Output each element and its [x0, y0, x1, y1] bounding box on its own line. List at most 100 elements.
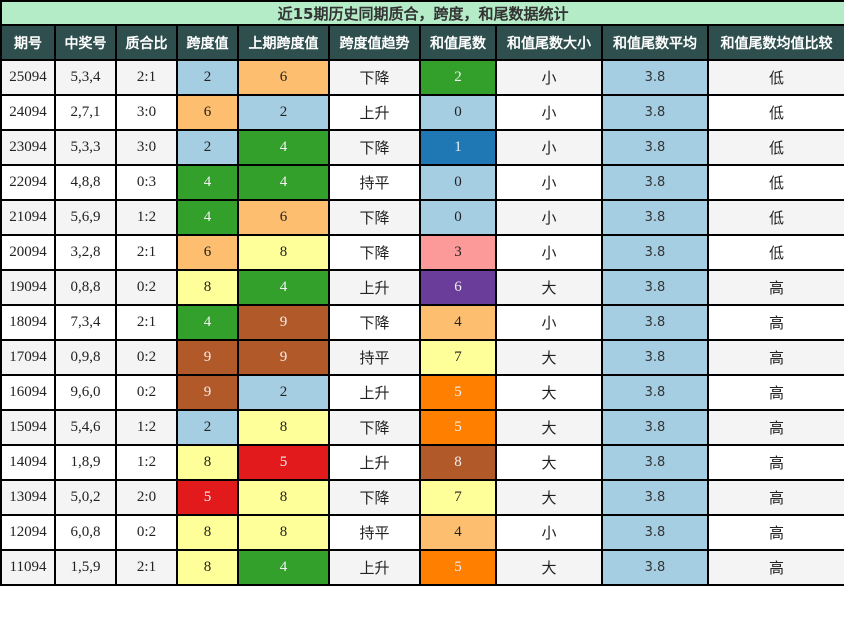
tail-size-cell: 小 — [495, 199, 603, 236]
ratio-cell: 0:2 — [115, 374, 178, 411]
trend-cell: 持平 — [328, 339, 421, 376]
period-cell: 17094 — [0, 339, 56, 376]
ratio-cell: 2:1 — [115, 234, 178, 271]
column-header: 跨度值 — [176, 24, 239, 61]
tail-size-cell: 大 — [495, 374, 603, 411]
period-cell: 13094 — [0, 479, 56, 516]
numbers-cell: 5,4,6 — [54, 409, 117, 446]
ratio-cell: 2:1 — [115, 59, 178, 96]
tail-cell: 2 — [419, 59, 497, 96]
compare-cell: 高 — [706, 549, 844, 586]
table-row: 22094 4,8,8 0:3 4 4 持平 0 小 3.8 低 — [0, 164, 844, 201]
period-cell: 18094 — [0, 304, 56, 341]
table-row: 14094 1,8,9 1:2 8 5 上升 8 大 3.8 高 — [0, 444, 844, 481]
column-header: 和值尾数大小 — [495, 24, 603, 61]
tail-cell: 8 — [419, 444, 497, 481]
tail-avg-cell: 3.8 — [601, 164, 709, 201]
tail-cell: 0 — [419, 199, 497, 236]
table-row: 19094 0,8,8 0:2 8 4 上升 6 大 3.8 高 — [0, 269, 844, 306]
table-row: 13094 5,0,2 2:0 5 8 下降 7 大 3.8 高 — [0, 479, 844, 516]
prev-span-cell: 4 — [237, 269, 330, 306]
numbers-cell: 5,0,2 — [54, 479, 117, 516]
tail-cell: 0 — [419, 94, 497, 131]
tail-avg-cell: 3.8 — [601, 339, 709, 376]
prev-span-cell: 8 — [237, 514, 330, 551]
column-header: 和值尾数均值比较 — [706, 24, 844, 61]
numbers-cell: 5,3,4 — [54, 59, 117, 96]
tail-avg-cell: 3.8 — [601, 444, 709, 481]
tail-avg-cell: 3.8 — [601, 234, 709, 271]
tail-avg-cell: 3.8 — [601, 269, 709, 306]
trend-cell: 下降 — [328, 199, 421, 236]
tail-avg-cell: 3.8 — [601, 549, 709, 586]
trend-cell: 下降 — [328, 129, 421, 166]
period-cell: 21094 — [0, 199, 56, 236]
period-cell: 11094 — [0, 549, 56, 586]
trend-cell: 上升 — [328, 269, 421, 306]
trend-cell: 下降 — [328, 59, 421, 96]
trend-cell: 下降 — [328, 409, 421, 446]
compare-cell: 高 — [706, 269, 844, 306]
tail-cell: 3 — [419, 234, 497, 271]
tail-size-cell: 小 — [495, 164, 603, 201]
period-cell: 12094 — [0, 514, 56, 551]
tail-cell: 6 — [419, 269, 497, 306]
ratio-cell: 3:0 — [115, 94, 178, 131]
period-cell: 20094 — [0, 234, 56, 271]
tail-cell: 5 — [419, 409, 497, 446]
period-cell: 19094 — [0, 269, 56, 306]
span-cell: 4 — [176, 164, 239, 201]
table-row: 20094 3,2,8 2:1 6 8 下降 3 小 3.8 低 — [0, 234, 844, 271]
trend-cell: 下降 — [328, 304, 421, 341]
table-row: 12094 6,0,8 0:2 8 8 持平 4 小 3.8 高 — [0, 514, 844, 551]
tail-size-cell: 小 — [495, 304, 603, 341]
span-cell: 4 — [176, 304, 239, 341]
numbers-cell: 7,3,4 — [54, 304, 117, 341]
trend-cell: 上升 — [328, 374, 421, 411]
column-header: 期号 — [0, 24, 56, 61]
span-cell: 2 — [176, 409, 239, 446]
ratio-cell: 2:1 — [115, 304, 178, 341]
tail-cell: 4 — [419, 514, 497, 551]
ratio-cell: 1:2 — [115, 199, 178, 236]
compare-cell: 低 — [706, 94, 844, 131]
trend-cell: 上升 — [328, 94, 421, 131]
period-cell: 23094 — [0, 129, 56, 166]
stats-table: 近15期历史同期质合，跨度，和尾数据统计 期号 中奖号 质合比 跨度值 上期跨度值 跨度值… — [0, 0, 844, 586]
span-cell: 6 — [176, 94, 239, 131]
tail-size-cell: 小 — [495, 234, 603, 271]
tail-cell: 4 — [419, 304, 497, 341]
tail-avg-cell: 3.8 — [601, 409, 709, 446]
table-row: 21094 5,6,9 1:2 4 6 下降 0 小 3.8 低 — [0, 199, 844, 236]
ratio-cell: 2:1 — [115, 549, 178, 586]
prev-span-cell: 4 — [237, 549, 330, 586]
numbers-cell: 1,8,9 — [54, 444, 117, 481]
span-cell: 2 — [176, 59, 239, 96]
period-cell: 25094 — [0, 59, 56, 96]
compare-cell: 低 — [706, 59, 844, 96]
table-row: 15094 5,4,6 1:2 2 8 下降 5 大 3.8 高 — [0, 409, 844, 446]
prev-span-cell: 9 — [237, 339, 330, 376]
tail-cell: 1 — [419, 129, 497, 166]
numbers-cell: 5,3,3 — [54, 129, 117, 166]
tail-size-cell: 大 — [495, 339, 603, 376]
span-cell: 8 — [176, 514, 239, 551]
column-header: 中奖号 — [54, 24, 117, 61]
span-cell: 2 — [176, 129, 239, 166]
compare-cell: 低 — [706, 129, 844, 166]
trend-cell: 下降 — [328, 234, 421, 271]
prev-span-cell: 8 — [237, 234, 330, 271]
prev-span-cell: 2 — [237, 94, 330, 131]
tail-avg-cell: 3.8 — [601, 199, 709, 236]
trend-cell: 下降 — [328, 479, 421, 516]
table-row: 25094 5,3,4 2:1 2 6 下降 2 小 3.8 低 — [0, 59, 844, 96]
span-cell: 4 — [176, 199, 239, 236]
prev-span-cell: 5 — [237, 444, 330, 481]
header-row: 期号 中奖号 质合比 跨度值 上期跨度值 跨度值趋势 和值尾数 和值尾数大小 和值尾数平均 和值尾… — [0, 24, 844, 61]
column-header: 和值尾数平均 — [601, 24, 709, 61]
prev-span-cell: 2 — [237, 374, 330, 411]
ratio-cell: 0:2 — [115, 339, 178, 376]
tail-avg-cell: 3.8 — [601, 59, 709, 96]
trend-cell: 上升 — [328, 444, 421, 481]
table-row: 16094 9,6,0 0:2 9 2 上升 5 大 3.8 高 — [0, 374, 844, 411]
